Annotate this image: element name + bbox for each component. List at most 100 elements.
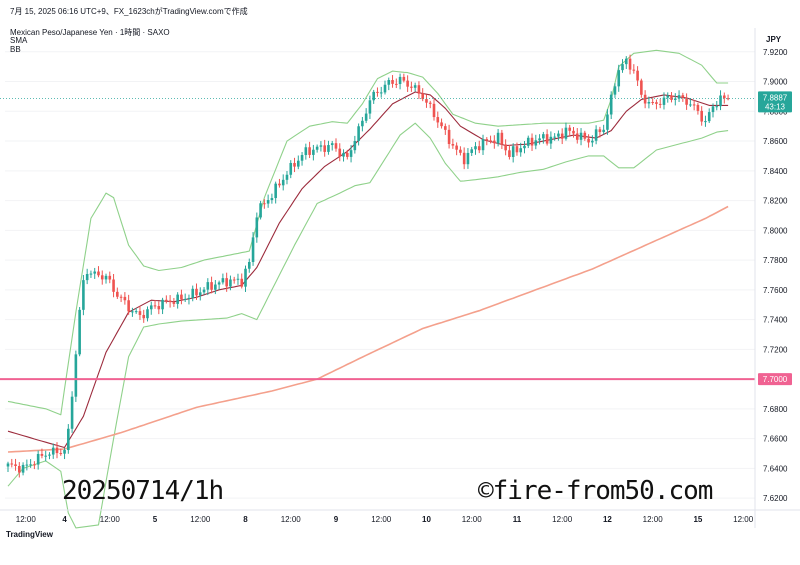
candle-body [500, 132, 504, 145]
candle-43 [168, 295, 172, 308]
candle-151 [575, 128, 579, 144]
candle-52 [202, 287, 206, 295]
candle-81 [312, 144, 315, 161]
candle-body [519, 148, 523, 153]
candle-189 [719, 90, 722, 111]
y-tick-label-3: 7.8600 [763, 137, 788, 146]
candle-44 [172, 297, 176, 307]
candle-80 [308, 141, 311, 159]
axes: 7.92007.90007.88007.86007.84007.82007.80… [0, 28, 800, 528]
candle-119 [455, 142, 458, 156]
candle-body [542, 134, 545, 139]
candle-body [376, 91, 379, 93]
candle-body [300, 155, 304, 161]
candle-body [624, 58, 628, 65]
candle-body [21, 464, 25, 473]
candle-177 [673, 93, 677, 106]
candle-69 [266, 194, 270, 208]
candle-body [195, 288, 198, 296]
candle-body [662, 97, 666, 105]
candle-body [330, 143, 334, 146]
candle-167 [636, 66, 639, 87]
indicator-sma-label[interactable]: SMA [10, 36, 28, 45]
candle-body [496, 132, 500, 144]
candle-body [123, 296, 127, 301]
x-tick-label-2: 12:00 [100, 515, 121, 524]
candle-56 [217, 280, 221, 290]
candle-36 [142, 309, 146, 323]
x-tick-label-7: 9 [334, 515, 339, 524]
candle-29 [116, 287, 119, 300]
candle-body [285, 174, 289, 180]
candle-body [606, 114, 609, 130]
candle-body [244, 268, 247, 287]
candle-body [361, 120, 364, 127]
candle-19 [78, 307, 81, 357]
candle-body [36, 453, 40, 465]
candle-79 [304, 143, 308, 160]
x-tick-label-5: 8 [243, 515, 248, 524]
candle-body [628, 58, 632, 70]
tradingview-logo[interactable]: TradingView [6, 530, 53, 539]
candle-165 [628, 54, 632, 75]
candle-body [18, 465, 21, 473]
candle-body [131, 311, 134, 313]
candle-body [85, 274, 89, 281]
candle-182 [692, 100, 696, 111]
candle-body [142, 314, 146, 319]
candle-body [726, 98, 730, 100]
candle-113 [432, 99, 436, 121]
candle-91 [349, 144, 353, 163]
candle-body [187, 297, 191, 299]
candle-126 [481, 134, 485, 155]
candle-body [564, 127, 568, 139]
y-tick-label-1: 7.9000 [763, 78, 788, 87]
candle-61 [236, 273, 240, 285]
candle-18 [74, 350, 78, 402]
y-tick-label-14: 7.6200 [763, 494, 788, 503]
candle-body [74, 354, 78, 397]
candle-55 [214, 279, 217, 295]
candle-body [259, 203, 262, 218]
x-tick-label-15: 15 [693, 515, 702, 524]
candle-body [165, 299, 168, 301]
candle-5 [25, 459, 29, 471]
candle-body [470, 149, 474, 153]
candle-136 [519, 142, 523, 157]
candle-28 [112, 273, 115, 298]
candle-50 [195, 283, 198, 300]
candle-body [357, 126, 360, 142]
currency-label: JPY [766, 35, 782, 44]
current-price-value: 7.8887 [763, 93, 788, 102]
candle-35 [138, 305, 142, 320]
candle-127 [485, 137, 489, 146]
candle-body [421, 93, 424, 100]
candle-121 [462, 147, 466, 170]
candle-body [489, 140, 492, 142]
candle-body [161, 299, 164, 310]
candle-53 [206, 278, 210, 296]
candle-body [293, 162, 296, 167]
candle-body [511, 146, 515, 157]
candle-153 [583, 130, 587, 141]
candle-86 [330, 140, 334, 151]
candle-body [526, 137, 530, 146]
candle-16 [67, 424, 70, 454]
candle-133 [508, 145, 511, 160]
candle-body [116, 291, 119, 297]
candle-body [353, 141, 357, 151]
candle-body [651, 102, 654, 104]
candle-body [632, 69, 636, 71]
candle-body [210, 282, 213, 290]
candle-67 [259, 200, 262, 220]
indicator-bb-label[interactable]: BB [10, 45, 21, 54]
candle-body [485, 139, 489, 141]
candle-103 [395, 78, 398, 89]
candle-94 [361, 116, 364, 132]
candle-73 [281, 174, 285, 191]
candle-128 [489, 135, 492, 144]
candle-129 [493, 135, 496, 149]
x-tick-label-3: 5 [153, 515, 158, 524]
candle-body [636, 70, 639, 81]
